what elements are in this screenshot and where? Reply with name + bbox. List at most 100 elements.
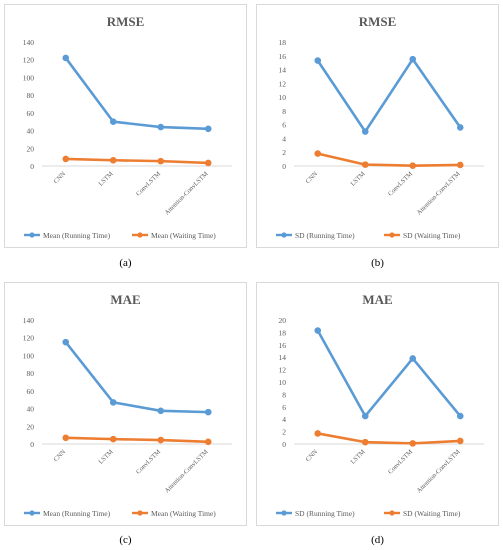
x-tick-label: Attention-ConvLSTM [164, 448, 210, 494]
chart-panel-c: MAE 0 20 40 60 80 100 120 140 CNN LSTM ConvLSTM Atte… [4, 282, 247, 550]
y-tick-label: 0 [282, 440, 286, 449]
series-line-sd-waiting-time [316, 432, 462, 445]
y-tick-label: 0 [282, 162, 286, 171]
y-tick-label: 120 [23, 56, 35, 65]
legend-label: SD (Running Time) [295, 231, 355, 240]
x-tick-label: ConvLSTM [387, 448, 414, 475]
series-line-mean-running-time [64, 56, 210, 131]
y-tick-label: 8 [282, 390, 286, 399]
x-tick-label: ConvLSTM [387, 170, 414, 197]
y-tick-label: 120 [23, 334, 35, 343]
data-point [314, 57, 322, 64]
data-point [62, 155, 70, 163]
data-point [361, 438, 369, 446]
data-point [409, 355, 417, 362]
legend-swatch-marker [389, 510, 395, 516]
y-tick-label: 12 [279, 366, 287, 375]
data-point [204, 159, 212, 167]
data-point [204, 408, 212, 416]
y-tick-label: 20 [279, 316, 287, 325]
y-tick-label: 18 [279, 328, 287, 337]
caption-c: (c) [119, 534, 132, 546]
data-point [62, 54, 70, 62]
legend-label: Mean (Running Time) [43, 231, 111, 240]
y-tick-label: 8 [282, 107, 286, 116]
data-point [361, 412, 369, 420]
caption-a: (a) [119, 257, 132, 269]
series-line-mean-waiting-time [64, 157, 210, 165]
caption-d: (d) [371, 534, 384, 546]
x-tick-label: Attention-ConvLSTM [164, 170, 210, 216]
x-tick-label: LSTM [349, 170, 366, 187]
y-tick-label: 20 [27, 422, 35, 431]
x-tick-label: ConvLSTM [135, 170, 162, 197]
data-point [109, 118, 117, 126]
y-tick-label: 2 [282, 428, 286, 437]
data-point [314, 327, 322, 334]
y-tick-label: 14 [279, 353, 287, 362]
y-tick-label: 140 [23, 316, 35, 325]
legend-swatch-marker [137, 510, 143, 516]
y-tick-label: 16 [279, 52, 287, 61]
data-point [456, 437, 464, 445]
series-line-mean-running-time [64, 340, 210, 414]
data-point [157, 123, 165, 131]
data-point [204, 438, 212, 446]
legend-label: Mean (Waiting Time) [151, 509, 216, 518]
legend-swatch-marker [29, 232, 35, 238]
legend-label: Mean (Waiting Time) [151, 231, 216, 240]
chart-panel-b: RMSE 0 2 4 6 8 10 12 14 16 18 CNN LSTM ConvLSTM Attent… [256, 4, 499, 276]
data-point [456, 412, 464, 420]
y-tick-label: 14 [279, 66, 287, 75]
caption-b: (b) [371, 257, 384, 269]
y-tick-label: 2 [282, 148, 286, 157]
rmse-mean-chart: RMSE 0 20 40 60 80 100 120 140 CNN LSTM ConvLSTM Att… [23, 14, 232, 240]
mae-sd-chart: MAE 0 2 4 6 8 10 12 14 16 18 20 CNN LSTM ConvLSTM Atten… [276, 292, 484, 518]
y-tick-label: 10 [279, 93, 287, 102]
x-tick-label: Attention-ConvLSTM [416, 448, 462, 494]
x-tick-label: CNN [305, 170, 320, 185]
data-point [204, 125, 212, 133]
y-tick-label: 0 [30, 440, 34, 449]
data-point [62, 434, 70, 442]
legend-label: Mean (Running Time) [43, 509, 111, 518]
y-tick-label: 40 [27, 127, 35, 136]
data-point [62, 338, 70, 346]
legend-swatch-marker [281, 510, 287, 516]
y-tick-label: 10 [279, 378, 287, 387]
y-tick-label: 20 [27, 144, 35, 153]
legend-swatch-marker [137, 232, 143, 238]
y-tick-label: 4 [282, 415, 286, 424]
series-line-sd-waiting-time [316, 152, 462, 167]
chart-area-a [4, 4, 247, 248]
y-tick-label: 6 [282, 403, 286, 412]
chart-panel-d: MAE 0 2 4 6 8 10 12 14 16 18 20 CNN LSTM ConvLSTM Atten… [256, 282, 499, 550]
series-line-sd-running-time [316, 57, 462, 133]
x-tick-label: CNN [53, 448, 68, 463]
x-tick-label: LSTM [97, 170, 114, 187]
data-point [109, 435, 117, 443]
x-tick-label: CNN [305, 448, 320, 463]
legend-swatch-marker [29, 510, 35, 516]
mae-mean-chart: MAE 0 20 40 60 80 100 120 140 CNN LSTM ConvLSTM Atte… [23, 292, 232, 518]
x-tick-label: LSTM [97, 448, 114, 465]
chart-panel-a: RMSE 0 20 40 60 80 100 120 140 CNN LSTM ConvLSTM Att… [4, 4, 247, 276]
data-point [456, 161, 464, 169]
data-point [314, 150, 322, 157]
x-tick-label: LSTM [349, 448, 366, 465]
data-point [157, 436, 165, 444]
y-tick-label: 0 [30, 162, 34, 171]
chart-title: MAE [110, 292, 140, 307]
y-tick-label: 80 [27, 369, 35, 378]
y-tick-label: 6 [282, 121, 286, 130]
data-point [409, 440, 417, 447]
y-tick-label: 140 [23, 38, 35, 47]
series-line-mean-waiting-time [64, 436, 210, 444]
legend-label: SD (Waiting Time) [403, 231, 461, 240]
rmse-sd-chart: RMSE 0 2 4 6 8 10 12 14 16 18 CNN LSTM ConvLSTM Attent… [276, 14, 484, 240]
data-point [456, 124, 464, 131]
chart-title: RMSE [107, 14, 145, 29]
data-point [109, 399, 117, 406]
y-tick-label: 60 [27, 387, 35, 396]
y-tick-label: 12 [279, 79, 287, 88]
